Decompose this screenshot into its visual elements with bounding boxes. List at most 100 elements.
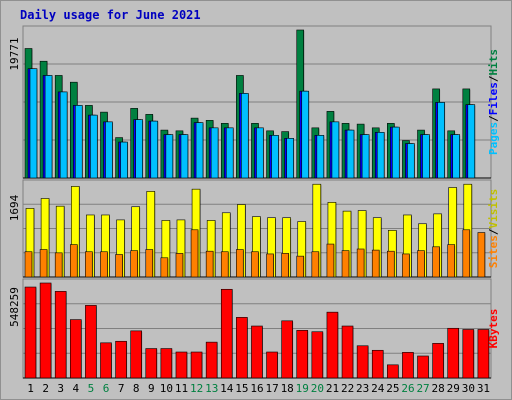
day-label: 2 [42,382,49,395]
kbytes-bar [417,355,429,379]
day-label: 27 [416,382,429,395]
sites-bar [281,253,289,278]
pages-bar [225,127,234,179]
pages-bar [316,135,325,179]
kbytes-bar [432,343,444,379]
sites-bar [39,249,48,278]
kbytes-bar [205,341,218,379]
legend-entry: / [487,228,500,235]
pages-bar [74,105,83,179]
kbytes-bar [160,348,173,379]
sites-bar [205,250,214,278]
legend-entry: / [487,75,500,82]
sites-bar [356,248,365,278]
day-label: 24 [371,382,385,395]
day-label: 18 [281,382,294,395]
kbytes-bar [462,329,475,379]
kbytes-bar [371,349,384,379]
pages-bar [392,126,400,179]
pages-bar [422,134,430,179]
ymax-label: 548259 [8,287,21,327]
sites-bar [266,253,274,278]
legend-entry: / [487,115,500,122]
pages-bar [29,68,38,179]
pages-bar [210,127,219,179]
kbytes-bar [251,325,263,379]
day-label: 15 [235,382,248,395]
legend-entry: Pages [487,122,500,155]
legend-entry: Sites [487,235,500,268]
pages-bar [241,93,249,179]
kbytes-bar [145,348,158,379]
sites-bar [402,253,410,278]
legend-hits-files-pages: Pages/Files/Hits [487,49,500,155]
sites-bar [54,252,63,278]
sites-bar [160,257,169,278]
kbytes-bar [175,351,188,379]
day-label: 29 [447,382,460,395]
day-label: 16 [250,382,263,395]
kbytes-bar [341,325,354,379]
sites-bar [462,229,471,278]
pages-bar [256,127,264,179]
kbytes-bar [447,327,460,379]
pages-bar [271,135,279,179]
pages-bar [437,102,445,179]
sites-bar [85,251,93,278]
day-label: 20 [311,382,324,395]
pages-bar [301,90,310,179]
kbytes-bar [69,319,82,379]
sites-bar [145,249,154,278]
kbytes-bar [311,331,324,379]
pages-bar [331,121,340,179]
kbytes-bar [296,330,309,379]
day-label: 5 [88,382,95,395]
day-label: 28 [432,382,445,395]
sites-bar [447,244,456,278]
kbytes-bar [477,329,490,379]
sites-bar [387,250,395,278]
pages-bar [44,75,53,179]
pages-bar [467,104,476,179]
pages-bar [361,134,370,179]
day-label: 9 [148,382,155,395]
kbytes-bar [54,291,67,379]
sites-bar [190,229,199,278]
sites-bar [175,253,184,278]
pages-bar [120,141,128,179]
day-label: 14 [220,382,234,395]
sites-bar [296,255,305,278]
day-label: 23 [356,382,369,395]
pages-bar [195,122,204,179]
pages-bar [105,121,113,179]
kbytes-bar [387,364,399,379]
legend-entry: Visits [487,189,500,229]
kbytes-bar [190,351,203,379]
sites-bar [432,246,440,278]
sites-bar [417,250,425,278]
kbytes-bar [402,352,414,379]
day-label: 13 [205,382,218,395]
kbytes-bar [115,340,127,379]
sites-bar [24,251,33,278]
sites-bar [311,251,320,278]
chart-title: Daily usage for June 2021 [20,8,201,22]
kbytes-bar [130,330,142,379]
kbytes-bar [281,320,293,379]
day-label: 21 [326,382,339,395]
day-label: 17 [265,382,278,395]
pages-bar [452,134,461,179]
kbytes-bar [100,342,112,379]
day-label: 8 [133,382,140,395]
pages-bar [150,120,159,179]
kbytes-bar [356,345,369,379]
day-label: 7 [118,382,125,395]
legend-entry: Hits [487,49,500,76]
kbytes-bar [39,282,52,379]
kbytes-bar [326,311,339,379]
sites-bar [69,244,78,278]
day-label: 26 [401,382,414,395]
sites-bar [100,251,108,278]
pages-bar [165,134,174,179]
